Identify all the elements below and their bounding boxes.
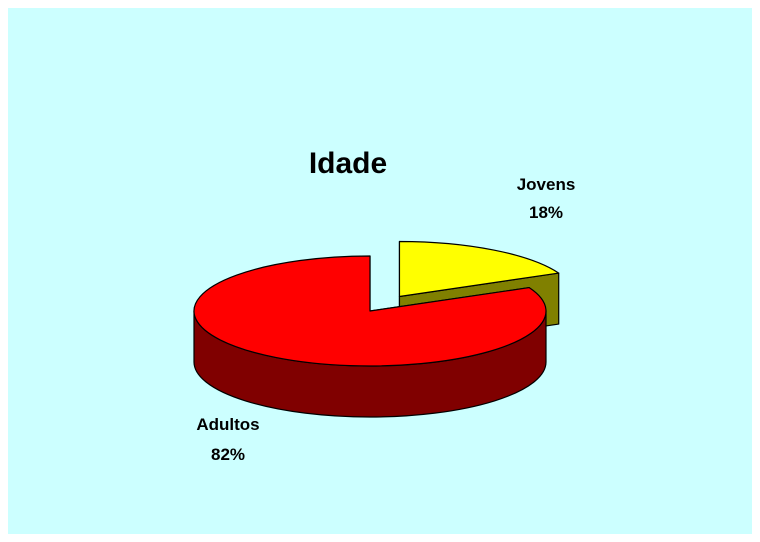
slice-label-adultos: Adultos xyxy=(196,415,259,434)
pie-slice-adultos xyxy=(193,255,547,367)
pie-slice-jovens xyxy=(398,240,560,298)
slice-percent-jovens: 18% xyxy=(529,203,563,222)
pie-chart: Idade Jovens 18% Adultos 82% xyxy=(193,147,576,464)
chart-title: Idade xyxy=(309,147,387,180)
slice-label-jovens: Jovens xyxy=(517,175,576,194)
pie-tops xyxy=(193,240,560,367)
chart-area: Idade Jovens 18% Adultos 82% xyxy=(8,8,752,534)
slice-percent-adultos: 82% xyxy=(211,445,245,464)
